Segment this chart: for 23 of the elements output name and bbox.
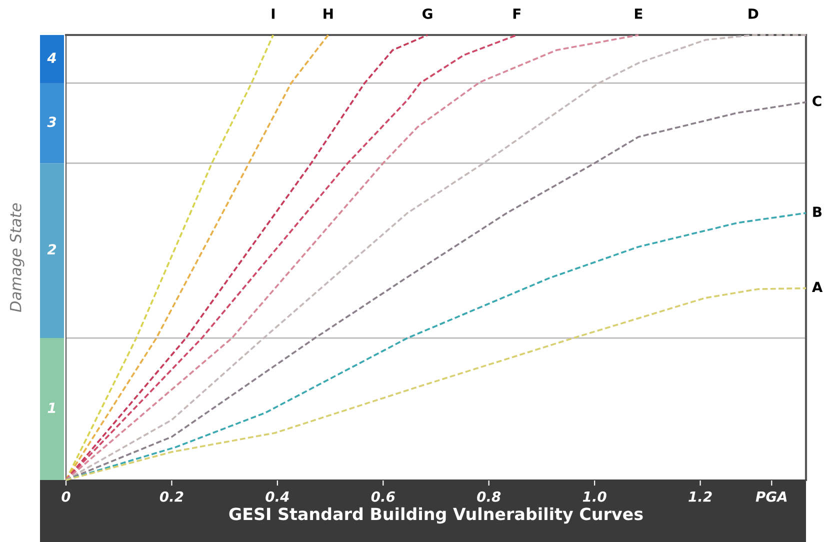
text: 4: [47, 52, 56, 63]
series-label: A: [812, 282, 823, 292]
x-tick-label: 0.2: [160, 491, 184, 502]
series-label: I: [272, 8, 275, 19]
series-label: C: [812, 96, 822, 106]
x-tick-label: 0.6: [371, 491, 395, 502]
x-tick-label: 1.0: [582, 491, 606, 502]
x-tick-label: PGA: [756, 491, 787, 502]
series-label: H: [324, 8, 333, 19]
series-label: D: [748, 8, 758, 19]
y-axis-title: Damage State: [10, 203, 24, 312]
text: 1: [48, 402, 56, 413]
text: 3: [47, 116, 56, 128]
x-tick-label: 0: [62, 491, 70, 502]
text: 2: [47, 244, 56, 254]
x-tick-label: 0.8: [477, 491, 501, 502]
series-label: B: [813, 206, 822, 217]
series-label: G: [422, 8, 432, 19]
x-tick-label: 1.2: [688, 491, 712, 502]
x-tick-label: 0.4: [266, 491, 289, 502]
series-label: E: [634, 8, 642, 19]
x-axis-title: GESI Standard Building Vulnerability Curves: [229, 507, 643, 524]
series-label: F: [513, 8, 520, 19]
